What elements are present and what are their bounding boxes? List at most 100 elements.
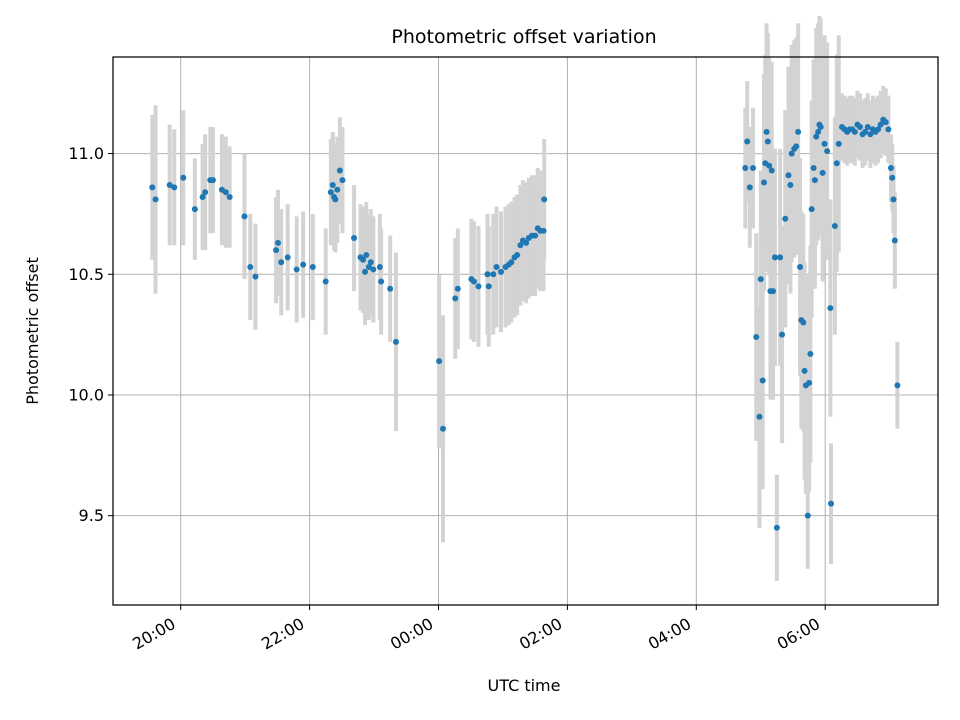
data-point [764,138,771,145]
data-point [191,206,198,213]
data-point [862,128,869,135]
data-point [351,235,358,242]
data-point [756,413,763,420]
data-point [540,227,547,234]
data-point [327,189,334,196]
data-point [470,278,477,285]
data-point [284,254,291,261]
chart-title: Photometric offset variation [391,26,656,48]
data-point [788,150,795,157]
data-point [887,165,894,172]
data-point [199,194,206,201]
data-point [293,266,300,273]
data-point [773,524,780,531]
data-point [804,512,811,519]
data-point [209,177,216,184]
data-point [452,295,459,302]
data-point [387,285,394,292]
data-point [484,271,491,278]
data-point [378,278,385,285]
data-point [222,189,229,196]
data-point [771,254,778,261]
data-point [813,133,820,140]
data-point [787,181,794,188]
data-point [894,382,901,389]
data-point [367,259,374,266]
data-point [815,128,822,135]
data-point [800,319,807,326]
data-point [300,261,307,268]
data-point [807,350,814,357]
data-point [180,174,187,181]
data-point [824,148,831,155]
data-point [376,264,383,271]
data-point [485,283,492,290]
data-point [779,331,786,338]
data-point [490,271,497,278]
data-point [252,273,259,280]
data-point [782,215,789,222]
data-point [793,143,800,150]
data-point [514,251,521,258]
data-point [808,206,815,213]
y-tick-label: 11.0 [68,144,104,163]
data-point [759,377,766,384]
data-point [763,128,770,135]
data-point [768,167,775,174]
data-point [362,268,369,275]
data-point [171,184,178,191]
data-point [891,237,898,244]
data-point [363,251,370,258]
data-point [334,186,341,193]
data-point [273,247,280,254]
data-point [857,124,864,131]
data-point [365,264,372,271]
data-point [777,254,784,261]
data-point [833,160,840,167]
data-point [801,367,808,374]
data-point [746,184,753,191]
data-point [851,128,858,135]
data-point [806,379,813,386]
data-point [541,196,548,203]
data-point [795,128,802,135]
data-point [440,425,446,432]
data-point [828,500,835,507]
data-point [821,140,828,147]
data-point [885,126,892,133]
data-point [166,181,173,188]
data-point [877,121,884,128]
data-point [831,222,838,229]
data-point [890,196,897,203]
data-point [889,174,896,181]
data-point [247,264,254,271]
data-point [819,169,826,176]
data-point [867,131,874,138]
data-point [332,196,339,203]
data-point [202,189,209,196]
data-point [817,124,824,131]
data-point [835,140,842,147]
data-point [757,276,764,283]
data-point [508,259,515,266]
data-point [226,194,233,201]
data-points [149,116,901,531]
data-point [875,126,882,133]
data-point [498,268,505,275]
data-point [370,266,377,273]
y-tick-label: 9.5 [79,506,104,525]
data-point [360,256,367,263]
y-axis-ticks: 9.5 10.0 10.5 11.0 [68,144,113,525]
data-point [742,165,749,172]
data-point [750,165,757,172]
data-point [797,264,804,271]
data-point [493,264,500,271]
data-point [322,278,329,285]
data-point [454,285,461,292]
data-point [766,162,773,169]
data-point [770,288,776,295]
data-point [392,338,399,345]
y-tick-label: 10.0 [68,385,104,404]
data-point [152,196,159,203]
